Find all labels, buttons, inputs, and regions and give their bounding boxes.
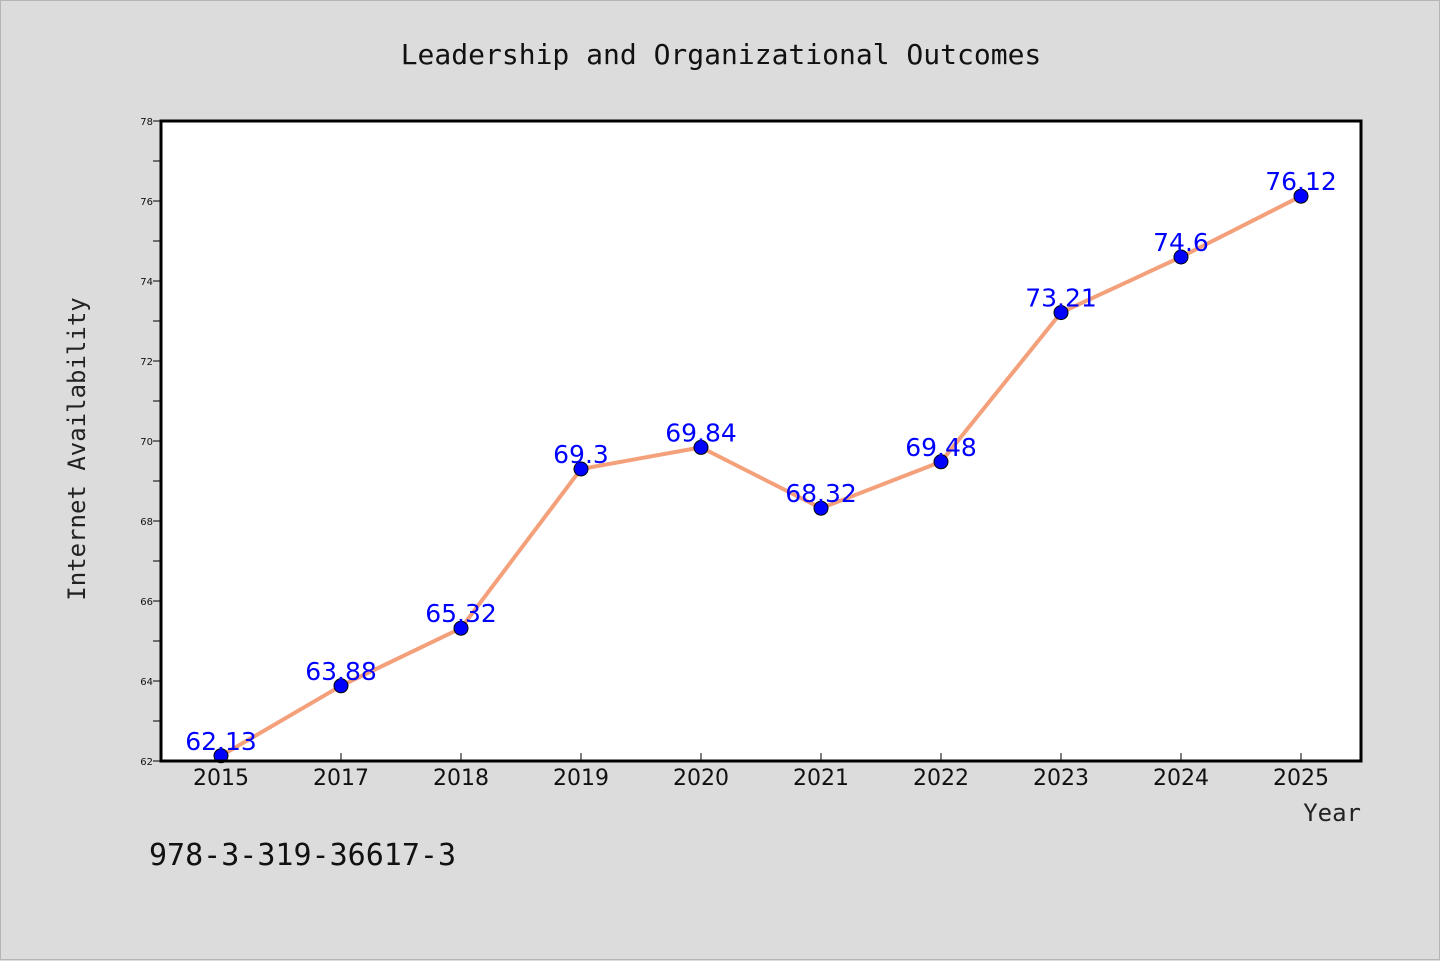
x-tick-label: 2015 bbox=[193, 766, 249, 791]
x-tick-label: 2025 bbox=[1273, 766, 1329, 791]
y-tick-label: 64 bbox=[140, 677, 153, 688]
data-point bbox=[1173, 249, 1189, 265]
chart-title: Leadership and Organizational Outcomes bbox=[401, 38, 1042, 71]
data-label: 74.6 bbox=[1153, 228, 1209, 257]
y-tick-label: 78 bbox=[140, 117, 153, 128]
y-axis-label: Internet Availability bbox=[63, 297, 91, 600]
data-point bbox=[573, 461, 589, 477]
y-axis-ticks: 62 64 66 68 70 72 74 76 78 bbox=[140, 117, 161, 768]
data-point bbox=[333, 678, 349, 694]
data-label: 73.21 bbox=[1025, 284, 1097, 313]
footer-identifier: 978-3-319-36617-3 bbox=[149, 838, 456, 873]
data-label: 69.48 bbox=[905, 433, 977, 462]
x-tick-label: 2020 bbox=[673, 766, 729, 791]
data-label: 65.32 bbox=[425, 599, 497, 628]
y-tick-label: 74 bbox=[140, 277, 153, 288]
x-tick-label: 2017 bbox=[313, 766, 369, 791]
x-axis-ticks: 2015 2017 2018 2019 2020 2021 2022 2023 2024 2025 bbox=[193, 753, 1329, 791]
series-group bbox=[213, 188, 1309, 764]
data-point bbox=[933, 454, 949, 470]
plot-frame bbox=[159, 119, 1363, 763]
data-labels: 62.13 63.88 65.32 69.3 69.84 68.32 69.48 73.21 7… bbox=[185, 167, 1337, 756]
y-tick-label: 70 bbox=[140, 437, 153, 448]
data-point bbox=[453, 620, 469, 636]
x-tick-label: 2021 bbox=[793, 766, 849, 791]
x-tick-label: 2024 bbox=[1153, 766, 1209, 791]
data-point bbox=[693, 439, 709, 455]
y-tick-label: 72 bbox=[140, 357, 153, 368]
y-tick-label: 66 bbox=[140, 597, 153, 608]
data-point bbox=[813, 500, 829, 516]
series-line bbox=[219, 194, 1302, 758]
y-tick-label: 68 bbox=[140, 517, 153, 528]
data-label: 62.13 bbox=[185, 727, 257, 756]
plot-area bbox=[161, 121, 1361, 761]
x-tick-label: 2018 bbox=[433, 766, 489, 791]
y-tick-label: 76 bbox=[140, 197, 153, 208]
y-tick-label: 62 bbox=[140, 757, 153, 768]
data-label: 69.84 bbox=[665, 418, 737, 447]
data-point bbox=[1293, 188, 1309, 204]
data-label: 69.3 bbox=[553, 440, 609, 469]
data-label: 63.88 bbox=[305, 657, 377, 686]
x-tick-label: 2023 bbox=[1033, 766, 1089, 791]
x-tick-label: 2019 bbox=[553, 766, 609, 791]
data-label: 68.32 bbox=[785, 479, 857, 508]
x-axis-label: Year bbox=[1303, 799, 1361, 827]
data-point bbox=[1053, 305, 1069, 321]
data-label: 76.12 bbox=[1265, 167, 1337, 196]
x-tick-label: 2022 bbox=[913, 766, 969, 791]
data-point bbox=[213, 748, 229, 764]
